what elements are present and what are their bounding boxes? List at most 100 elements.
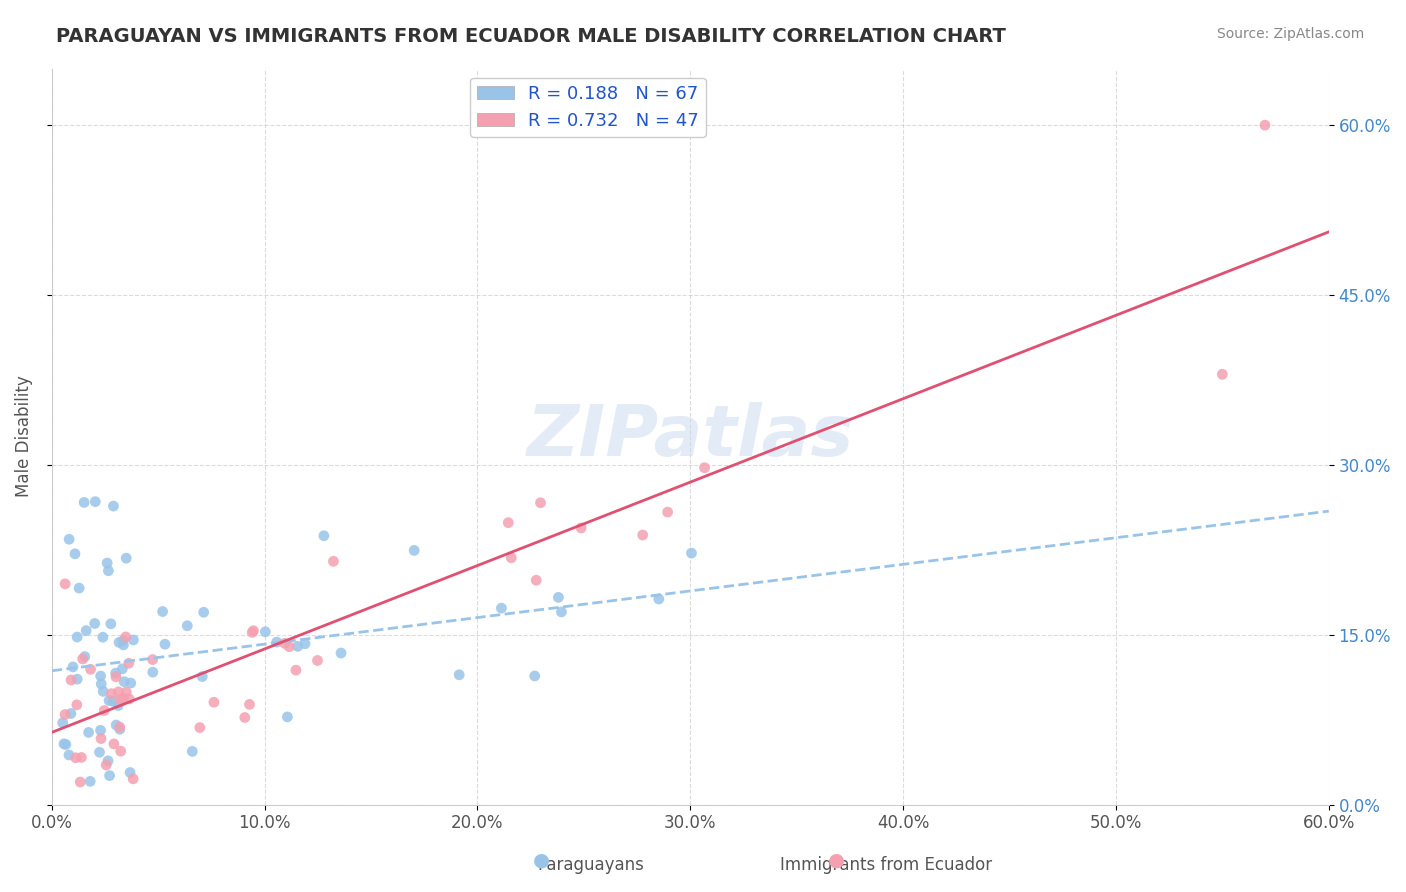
Point <box>84 494 107 508</box>
Point <box>631 528 654 542</box>
Point <box>79 774 101 789</box>
Point <box>72 652 94 666</box>
Point <box>498 516 520 530</box>
Point <box>240 625 263 640</box>
Point <box>58 533 80 547</box>
Point <box>238 698 260 712</box>
Point <box>118 657 141 671</box>
Point <box>312 529 335 543</box>
Point <box>152 605 174 619</box>
Point <box>90 723 112 738</box>
Point <box>79 662 101 676</box>
Point <box>91 684 114 698</box>
Point <box>103 737 125 751</box>
Point <box>108 723 131 737</box>
Point <box>97 564 120 578</box>
Text: ●: ● <box>828 851 845 870</box>
Point <box>266 635 288 649</box>
Point <box>122 632 145 647</box>
Point <box>112 674 135 689</box>
Point <box>276 710 298 724</box>
Point <box>62 660 84 674</box>
Point <box>53 707 76 722</box>
Text: ●: ● <box>533 851 550 870</box>
Y-axis label: Male Disability: Male Disability <box>15 376 32 498</box>
Point <box>115 551 138 566</box>
Point <box>112 638 135 652</box>
Point <box>449 667 471 681</box>
Point <box>53 577 76 591</box>
Point <box>114 630 136 644</box>
Point <box>90 677 112 691</box>
Point <box>108 635 131 649</box>
Point <box>181 744 204 758</box>
Point <box>322 554 344 568</box>
Point <box>233 710 256 724</box>
Point <box>193 605 215 619</box>
Point <box>284 663 307 677</box>
Point <box>1254 118 1277 132</box>
Point <box>67 581 90 595</box>
Point <box>142 665 165 680</box>
Point <box>142 652 165 666</box>
Point <box>191 669 214 683</box>
Point <box>104 670 127 684</box>
Point <box>107 685 129 699</box>
Point <box>115 685 138 699</box>
Point <box>89 745 111 759</box>
Point <box>254 624 277 639</box>
Point <box>108 692 131 706</box>
Point <box>83 616 105 631</box>
Point <box>404 543 426 558</box>
Text: Source: ZipAtlas.com: Source: ZipAtlas.com <box>1216 27 1364 41</box>
Point <box>66 630 89 644</box>
Point <box>52 715 75 730</box>
Point <box>69 775 91 789</box>
Point <box>98 693 121 707</box>
Point <box>77 725 100 739</box>
Point <box>547 591 569 605</box>
Point <box>648 592 671 607</box>
Point <box>65 751 87 765</box>
Text: PARAGUAYAN VS IMMIGRANTS FROM ECUADOR MALE DISABILITY CORRELATION CHART: PARAGUAYAN VS IMMIGRANTS FROM ECUADOR MA… <box>56 27 1007 45</box>
Point <box>307 653 329 667</box>
Point <box>70 750 93 764</box>
Point <box>96 556 118 570</box>
Point <box>112 691 135 706</box>
Point <box>90 731 112 746</box>
Point <box>73 495 96 509</box>
Point <box>107 698 129 713</box>
Point <box>98 769 121 783</box>
Point <box>58 747 80 762</box>
Point <box>93 704 115 718</box>
Point <box>273 636 295 650</box>
Point <box>657 505 679 519</box>
Point <box>330 646 353 660</box>
Point <box>100 616 122 631</box>
Point <box>104 666 127 681</box>
Point <box>523 669 546 683</box>
Point <box>501 550 523 565</box>
Point <box>111 662 134 676</box>
Point <box>63 547 86 561</box>
Point <box>52 737 75 751</box>
Point <box>153 637 176 651</box>
Point <box>108 720 131 734</box>
Point <box>97 754 120 768</box>
Text: Paraguayans: Paraguayans <box>537 856 644 874</box>
Point <box>550 605 572 619</box>
Point <box>294 637 316 651</box>
Point <box>66 698 89 712</box>
Point <box>1211 368 1233 382</box>
Point <box>120 765 142 780</box>
Point <box>529 496 551 510</box>
Point <box>681 546 703 560</box>
Point <box>111 633 134 648</box>
Point <box>59 706 82 721</box>
Point <box>60 673 83 687</box>
Point <box>100 687 122 701</box>
Point <box>105 718 128 732</box>
Point <box>188 721 211 735</box>
Point <box>101 694 124 708</box>
Point <box>202 695 225 709</box>
